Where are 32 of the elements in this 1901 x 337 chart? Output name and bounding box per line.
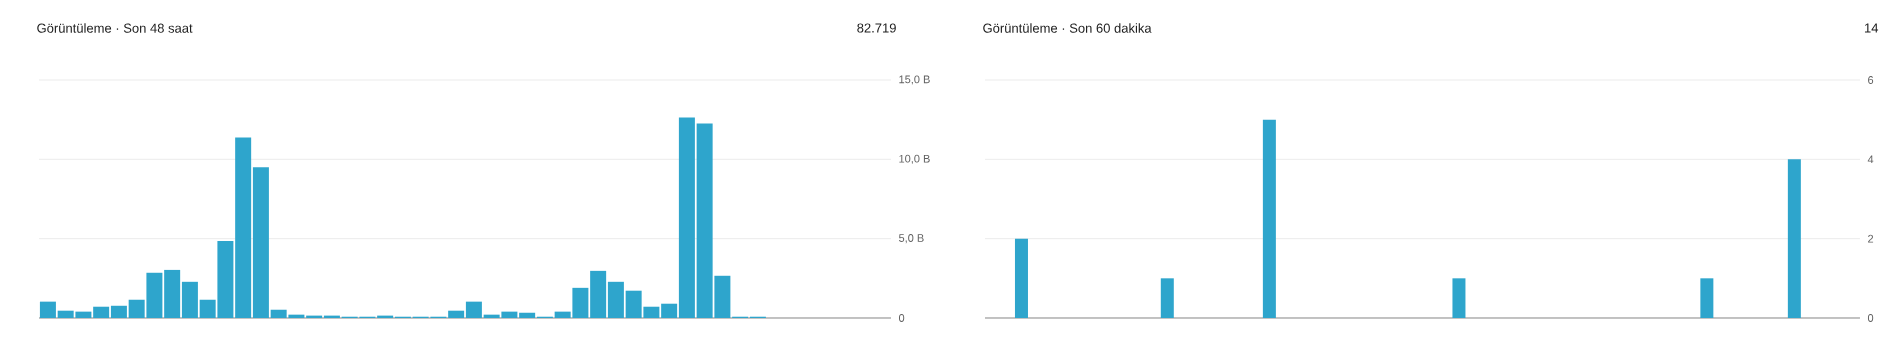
bar xyxy=(181,281,198,318)
y-tick-label: 15,0 B xyxy=(899,75,930,85)
y-tick-label: 10,0 B xyxy=(899,154,930,164)
y-tick-label: 2 xyxy=(1868,234,1874,243)
bar xyxy=(607,281,624,318)
bar xyxy=(39,301,56,318)
y-tick-label: 0 xyxy=(898,314,905,322)
bar xyxy=(1452,278,1466,318)
y-tick-label: 0 xyxy=(1867,314,1874,322)
y-tick-label: 4 xyxy=(1867,155,1874,164)
bar xyxy=(110,305,127,318)
chart-subtitle: 14 xyxy=(1864,23,1879,33)
bar xyxy=(93,306,110,318)
bar xyxy=(1160,278,1174,318)
bar xyxy=(448,310,465,318)
y-tick-label: 5,0 B xyxy=(898,234,924,244)
bar xyxy=(1262,119,1276,318)
bar xyxy=(1787,159,1801,318)
chart-subtitle: 82.719 xyxy=(857,23,896,33)
bar xyxy=(519,312,536,318)
bar xyxy=(661,303,678,318)
bar xyxy=(1700,278,1714,318)
bar xyxy=(235,137,252,318)
bar xyxy=(678,117,695,318)
bar xyxy=(590,270,607,318)
y-tick-label: 6 xyxy=(1868,76,1874,84)
bar xyxy=(465,301,482,318)
chart-title: Görüntüleme · Son 48 saat xyxy=(37,23,193,33)
bar xyxy=(252,167,269,318)
bar xyxy=(164,269,181,318)
chart-title: Görüntüleme · Son 60 dakika xyxy=(983,23,1152,33)
bar xyxy=(1014,238,1028,318)
